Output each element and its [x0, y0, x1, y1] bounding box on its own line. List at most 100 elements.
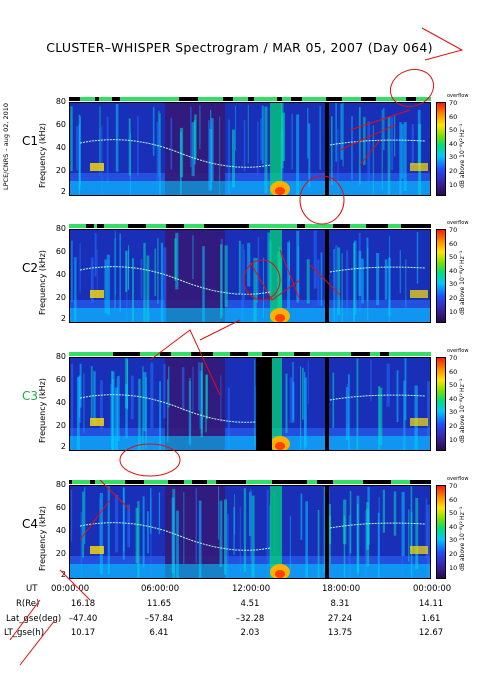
colorbar-tick: 70 — [449, 99, 458, 107]
emission-streak — [122, 487, 125, 560]
emission-streak — [219, 116, 221, 195]
emission-streak — [227, 387, 230, 450]
x-tick-label: 18:00:00 — [322, 584, 361, 594]
emission-streak — [128, 504, 130, 548]
status-segment — [291, 97, 295, 101]
colorbar-tick: 50 — [449, 381, 458, 389]
emission-streak — [71, 489, 73, 542]
ephemeris-value: –32.28 — [235, 614, 265, 624]
y-tick-label: 40 — [55, 270, 66, 279]
status-segment — [295, 97, 302, 101]
status-segment — [254, 97, 265, 101]
status-segment — [196, 480, 207, 484]
status-segment — [69, 224, 83, 228]
ephemeris-value: 10.17 — [70, 628, 96, 638]
spectrogram-graphic — [70, 358, 430, 450]
spectrogram-image — [69, 485, 431, 579]
emission-streak — [71, 240, 73, 302]
emission-streak — [197, 362, 200, 411]
emission-streak — [224, 499, 227, 575]
y-tick-label: 40 — [55, 398, 66, 407]
colorbar-tick: 40 — [449, 395, 458, 403]
status-segment — [134, 97, 145, 101]
colorbar — [436, 485, 446, 579]
bright-emission-column — [270, 103, 282, 195]
plasma-frequency-line — [79, 394, 426, 423]
emission-streak — [358, 250, 362, 296]
emission-streak — [156, 122, 160, 183]
status-segment — [407, 480, 410, 484]
emission-streak — [403, 122, 407, 191]
emission-streak — [349, 491, 352, 554]
emission-streak — [135, 507, 139, 564]
emission-streak — [313, 230, 317, 289]
emission-streak — [132, 258, 134, 322]
status-segment — [379, 480, 391, 484]
emission-streak — [76, 126, 79, 171]
status-segment — [229, 224, 249, 228]
emission-streak — [366, 237, 369, 301]
emission-streak — [243, 120, 246, 172]
status-segment — [342, 97, 347, 101]
emission-streak — [376, 253, 380, 305]
emission-streak — [238, 240, 241, 294]
colorbar-tick: 70 — [449, 226, 458, 234]
colorbar-tick: 20 — [449, 422, 458, 430]
spectrogram-graphic — [70, 486, 430, 578]
ephemeris-label: R(Re) — [16, 599, 40, 609]
emission-streak — [317, 510, 320, 578]
emission-streak — [159, 381, 161, 450]
status-segment — [99, 97, 112, 101]
emission-streak — [228, 119, 230, 194]
emission-streak — [386, 363, 390, 407]
status-segment — [148, 480, 164, 484]
status-segment — [131, 224, 146, 228]
y-axis-label: Frequency (kHz) — [38, 250, 47, 315]
emission-streak — [163, 363, 166, 419]
bottom-emission — [70, 308, 430, 322]
spectrogram-image — [69, 102, 431, 196]
emission-streak — [320, 252, 323, 306]
y-tick-label: 60 — [55, 120, 66, 129]
spectrogram-panel: C3 Frequency (kHz) 80 60 40 20 2 overflow 70 60 50… — [0, 343, 479, 461]
colorbar-tick: 30 — [449, 536, 458, 544]
emission-streak — [140, 259, 143, 300]
emission-streak — [232, 129, 235, 188]
status-segment — [401, 224, 418, 228]
status-segment — [416, 480, 425, 484]
emission-streak — [106, 254, 110, 315]
emission-streak — [76, 376, 80, 450]
spectrogram-panel: C2 Frequency (kHz) 80 60 40 20 2 overflow 70 60 50… — [0, 215, 479, 333]
emission-streak — [115, 494, 119, 553]
emission-streak — [426, 504, 430, 578]
status-bar-graphic — [69, 224, 436, 228]
status-segment — [333, 224, 350, 228]
status-segment — [160, 97, 173, 101]
status-segment — [223, 97, 233, 101]
emission-streak — [182, 367, 185, 411]
emission-streak — [130, 375, 134, 420]
emission-streak — [260, 118, 262, 161]
emission-streak — [332, 372, 335, 428]
colorbar-label: dB above 10⁻⁸V² Hz⁻¹ — [459, 123, 466, 188]
emission-streak — [307, 108, 309, 159]
emission-streak — [150, 487, 152, 534]
emission-streak — [183, 491, 185, 565]
emission-streak — [403, 380, 406, 450]
status-segment — [69, 352, 86, 356]
emission-streak — [125, 358, 129, 409]
status-segment — [388, 224, 401, 228]
emission-streak — [127, 250, 129, 291]
status-segment — [216, 224, 229, 228]
status-segment — [72, 480, 84, 484]
emission-patch — [410, 163, 428, 171]
emission-streak — [200, 362, 203, 438]
emission-patch — [410, 418, 428, 426]
ephemeris-value: 6.41 — [149, 628, 169, 638]
emission-streak — [382, 489, 385, 533]
emission-streak — [143, 372, 147, 432]
emission-streak — [257, 121, 259, 175]
emission-streak — [337, 247, 341, 316]
y-tick-label: 80 — [55, 224, 66, 233]
emission-streak — [107, 486, 110, 575]
